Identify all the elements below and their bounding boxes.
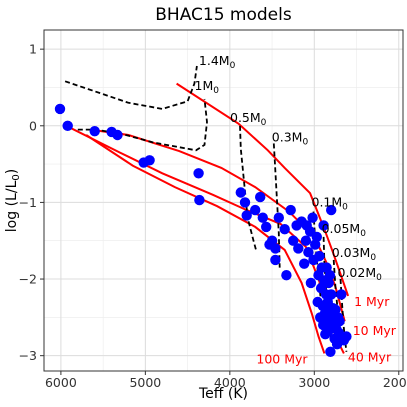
data-point: [255, 191, 266, 203]
y-tick-label: −2: [19, 272, 37, 287]
y-tick-label: 1: [29, 42, 37, 57]
x-axis-label: Teff (K): [198, 386, 248, 402]
data-point: [299, 258, 310, 269]
x-tick-label: 4000: [214, 375, 246, 390]
y-tick-label: 0: [29, 118, 37, 133]
mass-track-label-subscript: 0: [230, 61, 236, 71]
mass-track-label-text: 0.5M: [230, 110, 261, 125]
mass-track-label-text: 0.3M: [272, 129, 303, 144]
data-point: [62, 120, 73, 131]
isochrone-labels: 1 Myr 10 Myr 40 Myr 100 Myr: [256, 294, 396, 367]
isochrone-label: 40 Myr: [348, 349, 392, 364]
mass-track-label: 1M0: [195, 78, 220, 96]
isochrone-label: 100 Myr: [256, 351, 308, 366]
mass-track-label-text: 0.03M: [332, 245, 371, 260]
y-axis-label: log (L/L0): [4, 169, 22, 232]
data-point: [194, 194, 205, 206]
y-axis-label-main: log (L/L: [4, 180, 20, 232]
data-point: [193, 168, 204, 179]
data-point: [300, 235, 312, 246]
data-point: [241, 210, 252, 221]
y-tick-label: −3: [19, 348, 37, 363]
mass-track-label-text: 1.4M: [199, 53, 230, 68]
data-points: [54, 103, 352, 357]
mass-track-line: [64, 65, 198, 110]
y-axis: −3 −2 −1 0 1: [19, 42, 44, 363]
data-point: [311, 231, 322, 243]
data-point: [285, 204, 296, 216]
x-axis: 6000 5000 4000 3000 2000: [45, 371, 407, 390]
data-point: [326, 204, 337, 216]
mass-track-label-text: 0.1M: [312, 195, 343, 210]
mass-track-label-subscript: 0: [376, 273, 382, 283]
y-tick-label: −1: [19, 195, 37, 210]
data-point: [250, 204, 261, 216]
mass-track-label: 0.3M0: [272, 129, 309, 147]
data-point: [288, 235, 299, 246]
data-point: [261, 221, 272, 233]
panel-border: [43, 29, 404, 372]
data-point: [54, 103, 66, 115]
data-point: [279, 224, 290, 235]
mass-track-label-subscript: 0: [302, 137, 308, 147]
mass-track-label-subscript: 0: [342, 203, 348, 213]
mass-track-label: 0.05M0: [322, 221, 367, 239]
mass-track-label-text: 1M: [195, 78, 214, 93]
mass-track-line: [77, 98, 208, 152]
data-point: [326, 289, 337, 300]
data-point: [318, 220, 329, 231]
data-point: [303, 247, 314, 258]
mass-track-label-text: 0.02M: [338, 265, 377, 280]
data-point: [273, 212, 284, 223]
y-axis-label-subscript: 0: [11, 174, 22, 180]
data-point: [336, 289, 347, 300]
mass-track-labels: 1.4M01M00.5M00.3M00.1M00.05M00.03M00.02M…: [195, 53, 383, 283]
mass-track-label: 0.5M0: [230, 110, 267, 128]
y-axis-label-close: ): [4, 169, 20, 174]
data-point: [334, 316, 345, 327]
data-point: [270, 254, 281, 266]
data-point: [144, 155, 155, 166]
data-point: [264, 239, 275, 250]
mass-track-label-text: 0.05M: [322, 221, 361, 236]
mass-track-label-subscript: 0: [370, 253, 376, 263]
isochrone-label: 1 Myr: [354, 294, 390, 309]
mass-track-label: 1.4M0: [199, 53, 236, 71]
isochrone-line: [176, 82, 350, 297]
data-point: [305, 277, 317, 289]
mass-track-line: [272, 143, 281, 268]
mass-track-label-subscript: 0: [360, 229, 366, 239]
data-point: [235, 187, 246, 198]
mass-track-label: 0.03M0: [332, 245, 377, 263]
data-point: [293, 243, 304, 254]
data-point: [281, 270, 292, 281]
chart-title: BHAC15 models: [155, 5, 292, 25]
mass-track-label-subscript: 0: [213, 86, 219, 96]
mass-track-label: 0.1M0: [312, 195, 349, 213]
isochrone-label: 10 Myr: [353, 323, 397, 338]
data-point: [239, 197, 251, 208]
data-point: [307, 212, 318, 223]
data-point: [341, 331, 352, 342]
mass-track-label-subscript: 0: [261, 118, 267, 128]
data-point: [314, 250, 325, 262]
x-tick-label: 6000: [45, 375, 77, 390]
data-point: [112, 129, 123, 141]
data-point: [325, 346, 336, 357]
mass-track-label: 0.02M0: [338, 265, 383, 283]
data-point: [89, 126, 100, 137]
data-point: [257, 212, 268, 223]
plot-panel: 1.4M01M00.5M00.3M00.1M00.05M00.03M00.02M…: [43, 29, 404, 372]
x-tick-label: 3000: [298, 375, 330, 390]
data-point: [323, 277, 334, 289]
data-point: [324, 270, 336, 281]
x-tick-label: 5000: [129, 375, 161, 390]
x-tick-label: 2000: [383, 375, 407, 390]
